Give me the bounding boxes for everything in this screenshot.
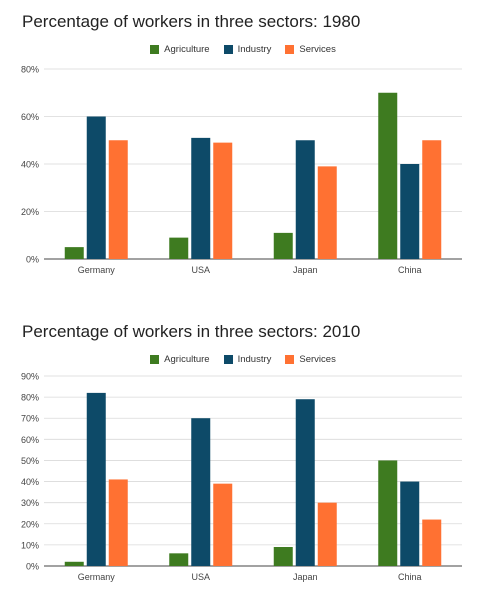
bar-services bbox=[317, 166, 337, 259]
chart-plot-area: 0% 10% 20% 30% 40% 50% 60% 70% 80% 90% Germany USA J… bbox=[21, 372, 462, 582]
y-tick-label: 40% bbox=[21, 477, 39, 487]
x-tick-label: Japan bbox=[293, 572, 318, 582]
y-tick-label: 80% bbox=[21, 393, 39, 403]
bar-industry bbox=[295, 399, 315, 566]
legend-item-industry: Industry bbox=[223, 42, 272, 56]
y-tick-label: 90% bbox=[21, 372, 39, 382]
chart-1980: Percentage of workers in three sectors: … bbox=[0, 12, 486, 275]
chart-plot-area: 0% 20% 40% 60% 80% Germany USA Japan China bbox=[21, 65, 462, 275]
legend-swatch-industry bbox=[223, 44, 233, 54]
bar-services bbox=[422, 140, 442, 259]
chart-title: Percentage of workers in three sectors: … bbox=[22, 12, 361, 31]
chart-legend: Agriculture Industry Services bbox=[0, 42, 486, 56]
bar-services bbox=[213, 142, 233, 259]
x-tick-label: Japan bbox=[293, 265, 318, 275]
bar-agriculture bbox=[169, 553, 189, 566]
x-tick-label: China bbox=[398, 265, 422, 275]
legend-label-agriculture: Agriculture bbox=[164, 353, 210, 365]
legend-item-industry: Industry bbox=[223, 352, 272, 366]
legend-item-agriculture: Agriculture bbox=[150, 42, 210, 56]
legend-label-services: Services bbox=[299, 353, 336, 365]
y-tick-label: 70% bbox=[21, 414, 39, 424]
bar-industry bbox=[400, 481, 420, 566]
y-tick-label: 0% bbox=[26, 562, 39, 572]
legend-swatch-services bbox=[285, 354, 295, 364]
y-tick-label: 50% bbox=[21, 456, 39, 466]
legend-item-services: Services bbox=[285, 42, 336, 56]
bar-services bbox=[422, 519, 442, 566]
bar-industry bbox=[191, 418, 211, 566]
bar-agriculture bbox=[378, 460, 398, 566]
y-tick-label: 10% bbox=[21, 540, 39, 550]
legend-label-services: Services bbox=[299, 43, 336, 55]
chart-title: Percentage of workers in three sectors: … bbox=[22, 322, 361, 341]
bar-services bbox=[108, 140, 128, 259]
bar-industry bbox=[295, 140, 315, 259]
bar-industry bbox=[191, 137, 211, 259]
legend-swatch-agriculture bbox=[150, 44, 160, 54]
bar-agriculture bbox=[64, 247, 84, 259]
y-tick-label: 20% bbox=[21, 519, 39, 529]
bar-agriculture bbox=[273, 232, 293, 259]
y-tick-label: 60% bbox=[21, 435, 39, 445]
bar-agriculture bbox=[378, 92, 398, 259]
bar-agriculture bbox=[64, 561, 84, 566]
x-tick-label: USA bbox=[191, 572, 210, 582]
bar-industry bbox=[86, 116, 106, 259]
legend-label-agriculture: Agriculture bbox=[164, 43, 210, 55]
legend-label-industry: Industry bbox=[237, 353, 272, 365]
legend-item-agriculture: Agriculture bbox=[150, 352, 210, 366]
y-tick-label: 40% bbox=[21, 160, 39, 170]
x-tick-label: USA bbox=[191, 265, 210, 275]
chart-2010: Percentage of workers in three sectors: … bbox=[0, 310, 486, 589]
legend-swatch-services bbox=[285, 44, 295, 54]
bar-services bbox=[108, 479, 128, 566]
bar-agriculture bbox=[273, 547, 293, 566]
legend-item-services: Services bbox=[285, 352, 336, 366]
y-tick-label: 60% bbox=[21, 112, 39, 122]
bar-agriculture bbox=[169, 237, 189, 259]
bar-services bbox=[317, 502, 337, 566]
legend-swatch-industry bbox=[223, 354, 233, 364]
y-tick-label: 20% bbox=[21, 207, 39, 217]
chart-legend: Agriculture Industry Services bbox=[0, 352, 486, 366]
bar-industry bbox=[400, 164, 420, 259]
y-tick-label: 80% bbox=[21, 65, 39, 75]
bar-services bbox=[213, 483, 233, 566]
x-tick-label: Germany bbox=[78, 265, 116, 275]
bar-industry bbox=[86, 392, 106, 566]
x-tick-label: China bbox=[398, 572, 422, 582]
y-tick-label: 0% bbox=[26, 255, 39, 265]
y-tick-label: 30% bbox=[21, 498, 39, 508]
legend-label-industry: Industry bbox=[237, 43, 272, 55]
legend-swatch-agriculture bbox=[150, 354, 160, 364]
x-tick-label: Germany bbox=[78, 572, 116, 582]
